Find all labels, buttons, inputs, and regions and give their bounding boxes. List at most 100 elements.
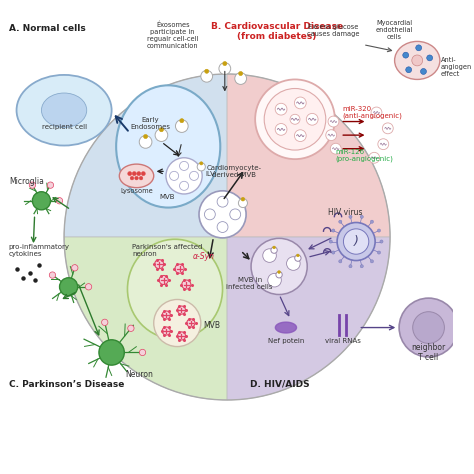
Text: MVB: MVB [159,193,174,200]
Ellipse shape [116,85,220,208]
Circle shape [360,215,364,219]
Circle shape [139,349,146,356]
Circle shape [403,52,409,58]
Circle shape [268,273,282,287]
Text: Myocardial
endothelial
cells: Myocardial endothelial cells [376,20,413,40]
Wedge shape [227,237,390,400]
Circle shape [132,172,137,176]
Circle shape [175,264,184,273]
Circle shape [295,255,301,261]
Circle shape [180,182,189,191]
Circle shape [275,103,287,115]
Circle shape [217,222,228,232]
Circle shape [101,319,108,326]
Text: Excess glucose
causes damage: Excess glucose causes damage [307,24,360,36]
Circle shape [332,251,335,254]
Circle shape [360,264,364,268]
Circle shape [182,280,191,289]
Text: viral RNAs: viral RNAs [325,338,360,345]
Wedge shape [227,74,390,237]
Circle shape [139,136,152,148]
Circle shape [412,55,423,66]
Text: Neuron: Neuron [125,370,153,379]
Circle shape [326,130,337,141]
Circle shape [128,172,132,176]
Circle shape [49,272,55,278]
Ellipse shape [41,93,87,128]
Circle shape [420,69,427,74]
Circle shape [175,120,188,132]
Ellipse shape [119,164,154,188]
Circle shape [139,176,143,180]
Circle shape [278,271,281,273]
Circle shape [275,124,287,135]
Wedge shape [64,237,227,400]
Circle shape [416,45,422,51]
Circle shape [190,171,199,181]
Circle shape [141,172,146,176]
Text: C. Parkinson’s Disease: C. Parkinson’s Disease [9,380,124,389]
Circle shape [370,260,374,263]
Circle shape [180,118,184,123]
Wedge shape [64,74,227,237]
Ellipse shape [128,239,223,339]
Circle shape [371,107,382,118]
Text: neighbor
T cell: neighbor T cell [411,343,446,362]
Circle shape [177,306,185,314]
Circle shape [263,249,276,263]
Circle shape [130,176,134,180]
Text: MVB: MVB [203,320,220,329]
Circle shape [144,135,147,138]
Circle shape [339,220,342,223]
Circle shape [197,163,205,171]
Circle shape [297,254,299,257]
Circle shape [294,97,306,109]
Circle shape [162,311,170,319]
Polygon shape [275,322,297,333]
Text: Lysosome: Lysosome [120,188,153,194]
Circle shape [332,229,335,232]
Circle shape [56,198,63,204]
Circle shape [369,152,380,163]
Circle shape [137,172,141,176]
Circle shape [223,62,227,65]
Circle shape [406,67,411,73]
Circle shape [276,272,282,278]
Text: Nef potein: Nef potein [268,338,304,345]
Text: recipient cell: recipient cell [42,124,87,130]
Circle shape [230,209,241,220]
Text: D. HIV/AIDS: D. HIV/AIDS [250,380,310,389]
Text: ): ) [354,235,358,248]
Circle shape [330,143,341,154]
Circle shape [337,222,375,261]
Circle shape [187,319,195,327]
Ellipse shape [394,41,440,80]
Circle shape [159,128,164,132]
Circle shape [235,73,246,84]
Circle shape [99,340,124,365]
Circle shape [273,246,275,249]
Circle shape [377,251,381,254]
Circle shape [204,209,215,220]
Text: Parkinson's affected
neuron: Parkinson's affected neuron [132,244,202,257]
Circle shape [399,298,458,357]
Circle shape [238,199,247,208]
Circle shape [329,240,332,243]
Text: miR-126
(pro-angiogenic): miR-126 (pro-angiogenic) [336,149,393,162]
Text: pro-inflammatory
cytokines: pro-inflammatory cytokines [9,244,70,257]
Text: Microglia: Microglia [9,177,44,186]
Circle shape [255,80,335,159]
Circle shape [377,229,381,232]
Text: A. Normal cells: A. Normal cells [9,24,86,33]
Circle shape [162,327,170,335]
Circle shape [47,182,54,188]
Circle shape [241,197,245,201]
Circle shape [349,264,352,268]
Circle shape [271,247,277,253]
Circle shape [427,55,433,61]
Circle shape [306,113,318,125]
Circle shape [264,89,326,150]
Text: Anti-
angiogen
effect: Anti- angiogen effect [441,57,472,77]
Circle shape [219,63,231,74]
Circle shape [287,257,300,270]
